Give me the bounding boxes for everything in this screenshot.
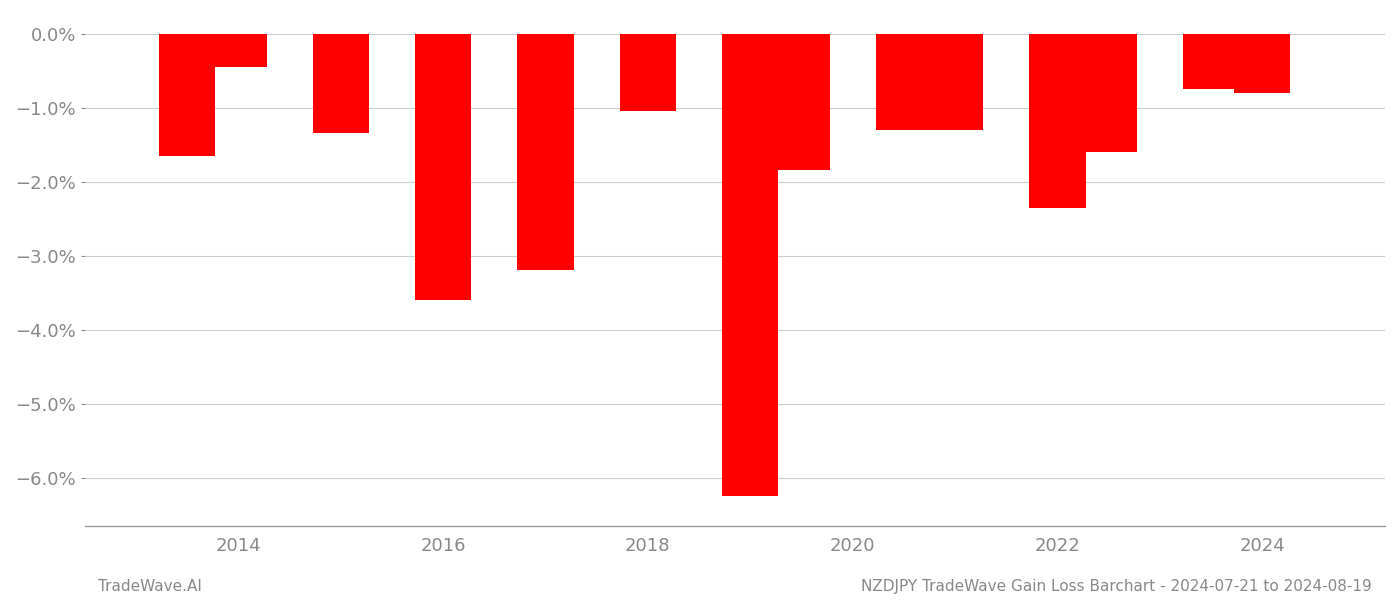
Bar xyxy=(722,34,778,496)
Bar xyxy=(312,34,368,133)
Bar xyxy=(1233,34,1291,93)
Bar xyxy=(927,34,983,130)
Text: NZDJPY TradeWave Gain Loss Barchart - 2024-07-21 to 2024-08-19: NZDJPY TradeWave Gain Loss Barchart - 20… xyxy=(861,579,1372,594)
Bar xyxy=(773,34,830,170)
Bar xyxy=(518,34,574,271)
Text: TradeWave.AI: TradeWave.AI xyxy=(98,579,202,594)
Bar xyxy=(414,34,472,300)
Bar xyxy=(620,34,676,111)
Bar xyxy=(1183,34,1239,89)
Bar xyxy=(1029,34,1085,208)
Bar xyxy=(875,34,932,130)
Bar xyxy=(1081,34,1137,152)
Bar xyxy=(210,34,266,67)
Bar xyxy=(160,34,216,155)
